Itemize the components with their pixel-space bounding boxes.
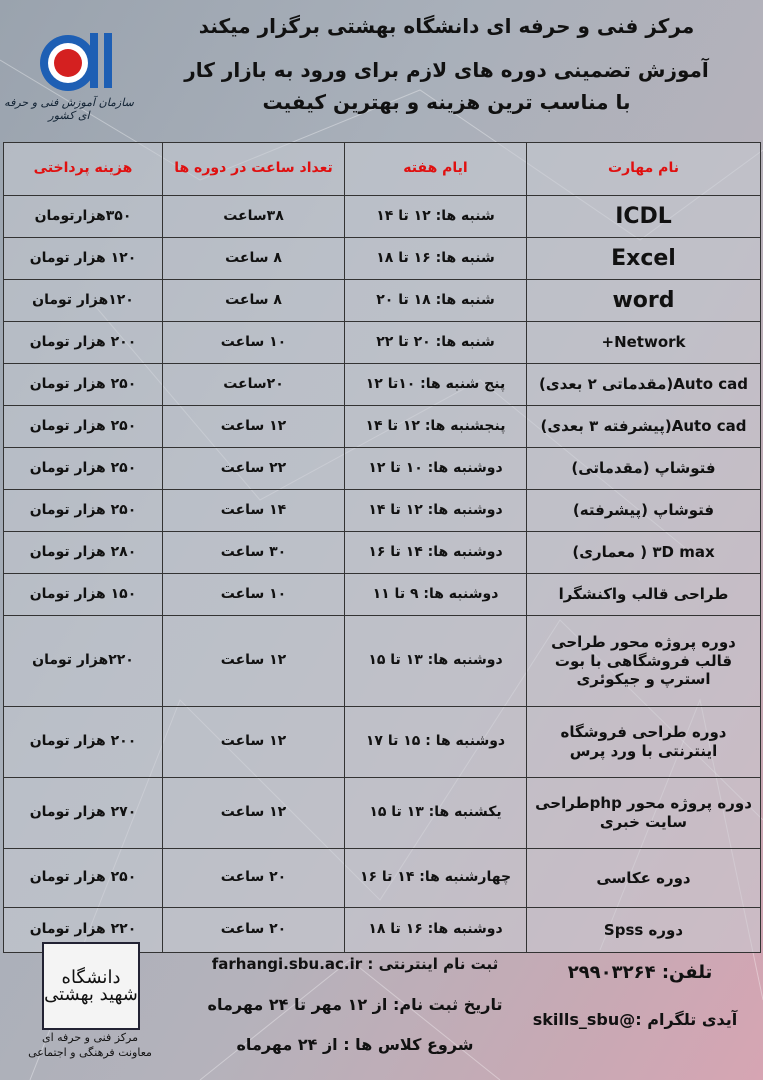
column-header: نام مهارت <box>526 142 761 196</box>
week-days: دوشنبه ها : ۱۵ تا ۱۷ <box>344 706 527 778</box>
table-row: دوره عکاسی چهارشنبه ها: ۱۴ تا ۱۶ ۲۰ ساعت ۲۵… <box>3 848 761 908</box>
course-hours: ۸ ساعت <box>162 279 345 322</box>
course-cost: ۲۰۰ هزار تومان <box>3 321 163 364</box>
week-days: دوشنبه ها: ۱۲ تا ۱۴ <box>344 489 527 532</box>
logo-caption: سازمان آموزش فنی و حرفه ای کشور <box>4 96 134 122</box>
course-hours: ۲۰ ساعت <box>162 907 345 953</box>
class-start: شروع کلاس ها : از ۲۴ مهرماه <box>236 1035 474 1054</box>
telegram-id: آیدی تلگرام :@skills_sbu <box>532 1010 738 1029</box>
course-cost: ۲۵۰ هزار تومان <box>3 405 163 448</box>
course-hours: ۱۰ ساعت <box>162 321 345 364</box>
skill-name: ICDL <box>526 195 761 238</box>
course-cost: ۲۸۰ هزار تومان <box>3 531 163 574</box>
course-hours: ۱۲ ساعت <box>162 615 345 707</box>
table-row: دوره Spss دوشنبه ها: ۱۶ تا ۱۸ ۲۰ ساعت ۲۲۰ ه… <box>3 907 761 953</box>
tvto-logo <box>40 33 112 91</box>
course-table: نام مهارت ایام هفته تعداد ساعت در دوره ه… <box>3 142 761 953</box>
table-row: فتوشاپ (مقدماتی) دوشنبه ها: ۱۰ تا ۱۲ ۲۲ سا… <box>3 447 761 490</box>
week-days: شنبه ها: ۱۲ تا ۱۴ <box>344 195 527 238</box>
skill-name: ۳D max ( معماری) <box>526 531 761 574</box>
course-cost: ۱۵۰ هزار تومان <box>3 573 163 616</box>
course-cost: ۲۵۰ هزار تومان <box>3 447 163 490</box>
column-header: هزینه پرداختی <box>3 142 163 196</box>
skill-name: دوره پروژه محور طراحی قالب فروشگاهی با ب… <box>526 615 761 707</box>
skill-name: Excel <box>526 237 761 280</box>
skill-name: Auto cad(مقدماتی ۲ بعدی) <box>526 363 761 406</box>
course-hours: ۲۲ ساعت <box>162 447 345 490</box>
course-cost: ۱۲۰ هزار تومان <box>3 237 163 280</box>
table-row: دوره پروژه محور phpطراحی سایت خبری یکشنبه… <box>3 777 761 849</box>
week-days: پنجشنبه ها: ۱۲ تا ۱۴ <box>344 405 527 448</box>
skill-name: Auto cad(پیشرفته ۳ بعدی) <box>526 405 761 448</box>
skill-name: دوره پروژه محور phpطراحی سایت خبری <box>526 777 761 849</box>
course-hours: ۱۲ ساعت <box>162 777 345 849</box>
subheadline: آموزش تضمینی دوره های لازم برای ورود به … <box>184 58 709 82</box>
course-cost: ۲۵۰ هزار تومان <box>3 489 163 532</box>
university-logo: دانشگاه شهید بهشتی <box>42 942 140 1030</box>
table-row: Network+ شنبه ها: ۲۰ تا ۲۲ ۱۰ ساعت ۲۰۰ هزار… <box>3 321 761 364</box>
week-days: دوشنبه ها: ۱۰ تا ۱۲ <box>344 447 527 490</box>
table-row: Auto cad(پیشرفته ۳ بعدی) پنجشنبه ها: ۱۲ ت… <box>3 405 761 448</box>
course-cost: ۲۲۰هزار تومان <box>3 615 163 707</box>
course-hours: ۸ ساعت <box>162 237 345 280</box>
course-hours: ۱۴ ساعت <box>162 489 345 532</box>
week-days: دوشنبه ها: ۱۳ تا ۱۵ <box>344 615 527 707</box>
course-cost: ۲۵۰ هزار تومان <box>3 848 163 908</box>
week-days: چهارشنبه ها: ۱۴ تا ۱۶ <box>344 848 527 908</box>
table-row: Excel شنبه ها: ۱۶ تا ۱۸ ۸ ساعت ۱۲۰ هزار توم… <box>3 237 761 280</box>
skill-name: Network+ <box>526 321 761 364</box>
table-header: نام مهارت ایام هفته تعداد ساعت در دوره ه… <box>3 142 761 196</box>
course-cost: ۱۲۰هزار تومان <box>3 279 163 322</box>
course-hours: ۲۰ساعت <box>162 363 345 406</box>
tagline: با مناسب ترین هزینه و بهترین کیفیت <box>262 90 631 114</box>
table-row: ICDL شنبه ها: ۱۲ تا ۱۴ ۳۸ساعت ۳۵۰هزارتومان <box>3 195 761 238</box>
course-hours: ۳۰ ساعت <box>162 531 345 574</box>
week-days: یکشنبه ها: ۱۳ تا ۱۵ <box>344 777 527 849</box>
online-registration: ثبت نام اینترنتی : farhangi.sbu.ac.ir <box>211 955 499 973</box>
table-row: فتوشاپ (پیشرفته) دوشنبه ها: ۱۲ تا ۱۴ ۱۴ سا… <box>3 489 761 532</box>
university-caption: مرکز فنی و حرفه ای معاونت فرهنگی و اجتما… <box>10 1030 170 1061</box>
week-days: شنبه ها: ۱۶ تا ۱۸ <box>344 237 527 280</box>
column-header: ایام هفته <box>344 142 527 196</box>
course-hours: ۱۲ ساعت <box>162 706 345 778</box>
table-row: طراحی قالب واکنشگرا دوشنبه ها: ۹ تا ۱۱ ۱۰ … <box>3 573 761 616</box>
caption-line: معاونت فرهنگی و اجتماعی <box>28 1046 152 1060</box>
course-cost: ۲۷۰ هزار تومان <box>3 777 163 849</box>
skill-name: طراحی قالب واکنشگرا <box>526 573 761 616</box>
course-cost: ۳۵۰هزارتومان <box>3 195 163 238</box>
caption-line: مرکز فنی و حرفه ای <box>41 1031 138 1044</box>
table-row: word شنبه ها: ۱۸ تا ۲۰ ۸ ساعت ۱۲۰هزار تومان <box>3 279 761 322</box>
week-days: شنبه ها: ۱۸ تا ۲۰ <box>344 279 527 322</box>
week-days: دوشنبه ها: ۱۴ تا ۱۶ <box>344 531 527 574</box>
week-days: شنبه ها: ۲۰ تا ۲۲ <box>344 321 527 364</box>
skill-name: دوره طراحی فروشگاه اینترنتی با ورد پرس <box>526 706 761 778</box>
course-hours: ۳۸ساعت <box>162 195 345 238</box>
skill-name: فتوشاپ (پیشرفته) <box>526 489 761 532</box>
course-cost: ۲۰۰ هزار تومان <box>3 706 163 778</box>
week-days: پنج شنبه ها: ۱۰تا ۱۲ <box>344 363 527 406</box>
course-hours: ۱۲ ساعت <box>162 405 345 448</box>
phone: تلفن: ۲۹۹۰۳۲۶۴ <box>567 962 713 983</box>
headline: مرکز فنی و حرفه ای دانشگاه بهشتی برگزار … <box>198 14 695 38</box>
table-row: ۳D max ( معماری) دوشنبه ها: ۱۴ تا ۱۶ ۳۰ سا… <box>3 531 761 574</box>
skill-name: دوره Spss <box>526 907 761 953</box>
table-row: Auto cad(مقدماتی ۲ بعدی) پنج شنبه ها: ۱۰ت… <box>3 363 761 406</box>
table-row: دوره پروژه محور طراحی قالب فروشگاهی با ب… <box>3 615 761 707</box>
table-row: دوره طراحی فروشگاه اینترنتی با ورد پرس دو… <box>3 706 761 778</box>
skill-name: دوره عکاسی <box>526 848 761 908</box>
column-header: تعداد ساعت در دوره ها <box>162 142 345 196</box>
course-cost: ۲۵۰ هزار تومان <box>3 363 163 406</box>
course-hours: ۲۰ ساعت <box>162 848 345 908</box>
skill-name: فتوشاپ (مقدماتی) <box>526 447 761 490</box>
week-days: دوشنبه ها: ۹ تا ۱۱ <box>344 573 527 616</box>
course-hours: ۱۰ ساعت <box>162 573 345 616</box>
skill-name: word <box>526 279 761 322</box>
week-days: دوشنبه ها: ۱۶ تا ۱۸ <box>344 907 527 953</box>
registration-date: تاریخ ثبت نام: از ۱۲ مهر تا ۲۴ مهرماه <box>207 995 503 1014</box>
